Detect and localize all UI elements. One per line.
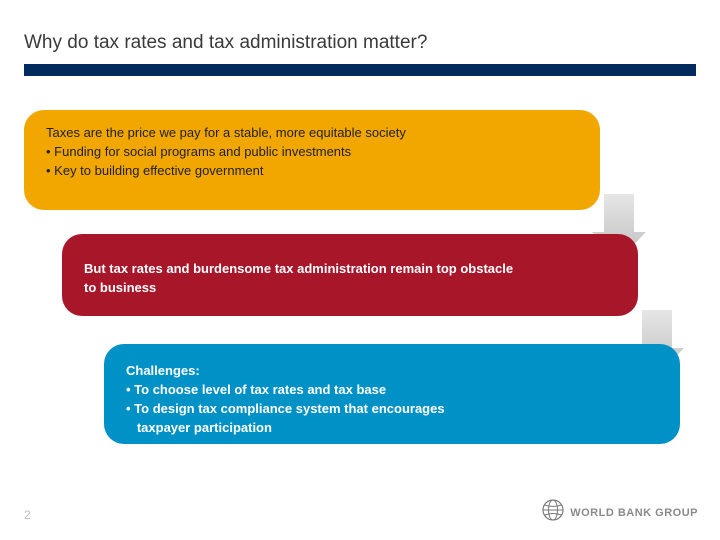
slide-title: Why do tax rates and tax administration … bbox=[24, 32, 696, 54]
box3-bullet-2: • To design tax compliance system that e… bbox=[126, 400, 586, 419]
callout-box-2: But tax rates and burdensome tax adminis… bbox=[62, 234, 638, 316]
box1-bullet-1: • Funding for social programs and public… bbox=[46, 143, 476, 162]
box3-bullet-2b: taxpayer participation bbox=[126, 419, 586, 438]
box3-bullet-1: • To choose level of tax rates and tax b… bbox=[126, 381, 586, 400]
title-underline-bar bbox=[24, 64, 696, 76]
title-area: Why do tax rates and tax administration … bbox=[0, 0, 720, 84]
callout-box-2-text: But tax rates and burdensome tax adminis… bbox=[84, 248, 524, 298]
box1-bullet-2: • Key to building effective government bbox=[46, 162, 476, 181]
callout-box-3: Challenges: • To choose level of tax rat… bbox=[104, 344, 680, 444]
callout-box-1: Taxes are the price we pay for a stable,… bbox=[24, 110, 600, 210]
callout-box-1-text: Taxes are the price we pay for a stable,… bbox=[46, 124, 476, 181]
box1-lead: Taxes are the price we pay for a stable,… bbox=[46, 124, 476, 143]
content-area: Taxes are the price we pay for a stable,… bbox=[0, 84, 720, 484]
box3-lead: Challenges: bbox=[126, 362, 586, 381]
callout-box-3-text: Challenges: • To choose level of tax rat… bbox=[126, 358, 586, 437]
footer-logo: WORLD BANK GROUP bbox=[542, 499, 698, 526]
globe-icon bbox=[542, 499, 564, 526]
logo-text: WORLD BANK GROUP bbox=[570, 507, 698, 519]
page-number: 2 bbox=[24, 508, 31, 522]
